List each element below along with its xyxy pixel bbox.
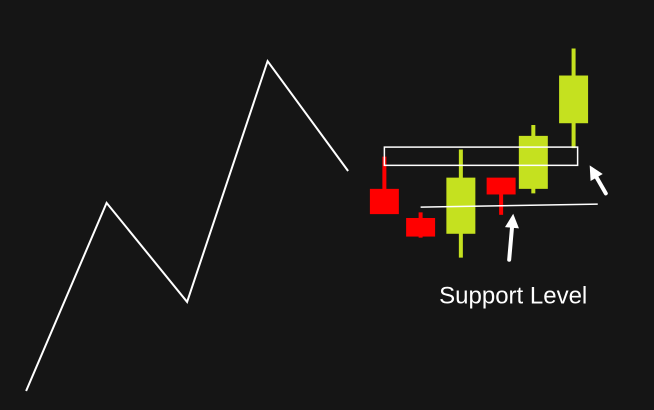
arrow-2-head [505, 213, 519, 229]
arrow-2 [505, 213, 519, 262]
candle-5 [518, 124, 548, 194]
arrow-3-shaft [594, 175, 608, 196]
candle-6 [559, 48, 589, 149]
candle-4 [486, 177, 516, 215]
arrow-3-head [589, 165, 603, 181]
support-layer [383, 146, 598, 208]
candle-4-body [486, 177, 516, 195]
arrow-3 [589, 165, 608, 196]
support-level-label: Support Level [439, 282, 587, 309]
support-zone-box [383, 146, 579, 167]
candles-layer [369, 48, 589, 258]
arrow-2-shaft [507, 225, 514, 262]
support-line [420, 203, 598, 208]
price-line [25, 58, 349, 392]
candle-6-body [559, 75, 589, 124]
price-line-layer [25, 58, 349, 392]
candle-1-body [369, 188, 399, 215]
candle-2 [406, 212, 436, 238]
annotations-layer: Support Level [439, 165, 608, 309]
candle-2-body [406, 217, 436, 237]
candle-5-body [518, 135, 548, 189]
